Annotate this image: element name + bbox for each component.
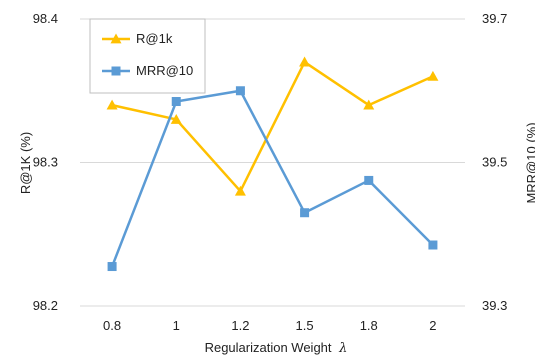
point-r-1k-5	[427, 70, 439, 81]
x-tick-label-2: 1.2	[231, 318, 249, 333]
point-mrr-10-1	[171, 97, 181, 107]
left-axis-ticks: 98.2 98.3 98.4	[33, 11, 58, 313]
x-tick-label-1: 1	[173, 318, 180, 333]
right-axis-ticks: 39.3 39.5 39.7	[482, 11, 507, 313]
legend-label-mrr-10: MRR@10	[136, 63, 193, 78]
y-axis-left-title: R@1K (%)	[18, 132, 33, 194]
y-right-tick-label-2: 39.7	[482, 11, 507, 26]
point-mrr-10-3	[300, 208, 310, 218]
point-r-1k-2	[234, 185, 246, 196]
legend-items: R@1k MRR@10	[102, 31, 193, 78]
legend-marker-mrr-10	[111, 66, 121, 76]
y-right-tick-label-0: 39.3	[482, 298, 507, 313]
series-line-r-1k	[111, 60, 434, 193]
x-tick-label-5: 2	[429, 318, 436, 333]
series-line-mrr-10	[110, 89, 434, 267]
point-mrr-10-0	[107, 262, 117, 272]
x-axis-title-text: Regularization Weight	[205, 340, 332, 355]
x-axis-ticks: 0.8 1 1.2 1.5 1.8 2	[103, 318, 436, 333]
x-tick-label-0: 0.8	[103, 318, 121, 333]
point-r-1k-0	[106, 99, 118, 110]
y-right-tick-label-1: 39.5	[482, 155, 507, 170]
x-axis-title: Regularization Weight λ	[205, 340, 348, 356]
y-left-tick-label-0: 98.2	[33, 298, 58, 313]
point-mrr-10-2	[235, 86, 245, 96]
x-tick-label-4: 1.8	[360, 318, 378, 333]
point-mrr-10-4	[364, 175, 374, 185]
y-left-tick-label-2: 98.4	[33, 11, 58, 26]
point-r-1k-1	[170, 113, 182, 124]
x-tick-label-3: 1.5	[296, 318, 314, 333]
x-axis-title-symbol: λ	[338, 341, 347, 356]
legend-box	[89, 18, 206, 94]
legend-marker-r-1k	[110, 33, 122, 44]
point-r-1k-4	[363, 99, 375, 110]
legend-label-r-1k: R@1k	[136, 31, 173, 46]
series-group	[106, 56, 439, 272]
y-axis-right-title: MRR@10 (%)	[524, 122, 535, 203]
point-r-1k-3	[299, 56, 311, 67]
y-left-tick-label-1: 98.3	[33, 155, 58, 170]
legend: R@1k MRR@10	[89, 18, 206, 94]
point-mrr-10-5	[428, 240, 438, 250]
